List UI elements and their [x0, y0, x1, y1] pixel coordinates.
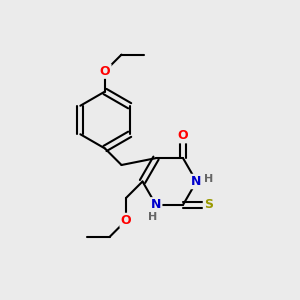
Text: H: H — [205, 173, 214, 184]
Text: S: S — [204, 198, 213, 212]
Text: O: O — [178, 129, 188, 142]
Text: H: H — [148, 212, 158, 222]
Text: N: N — [151, 198, 161, 212]
Text: N: N — [191, 175, 202, 188]
Text: O: O — [100, 64, 110, 78]
Text: O: O — [121, 214, 131, 227]
